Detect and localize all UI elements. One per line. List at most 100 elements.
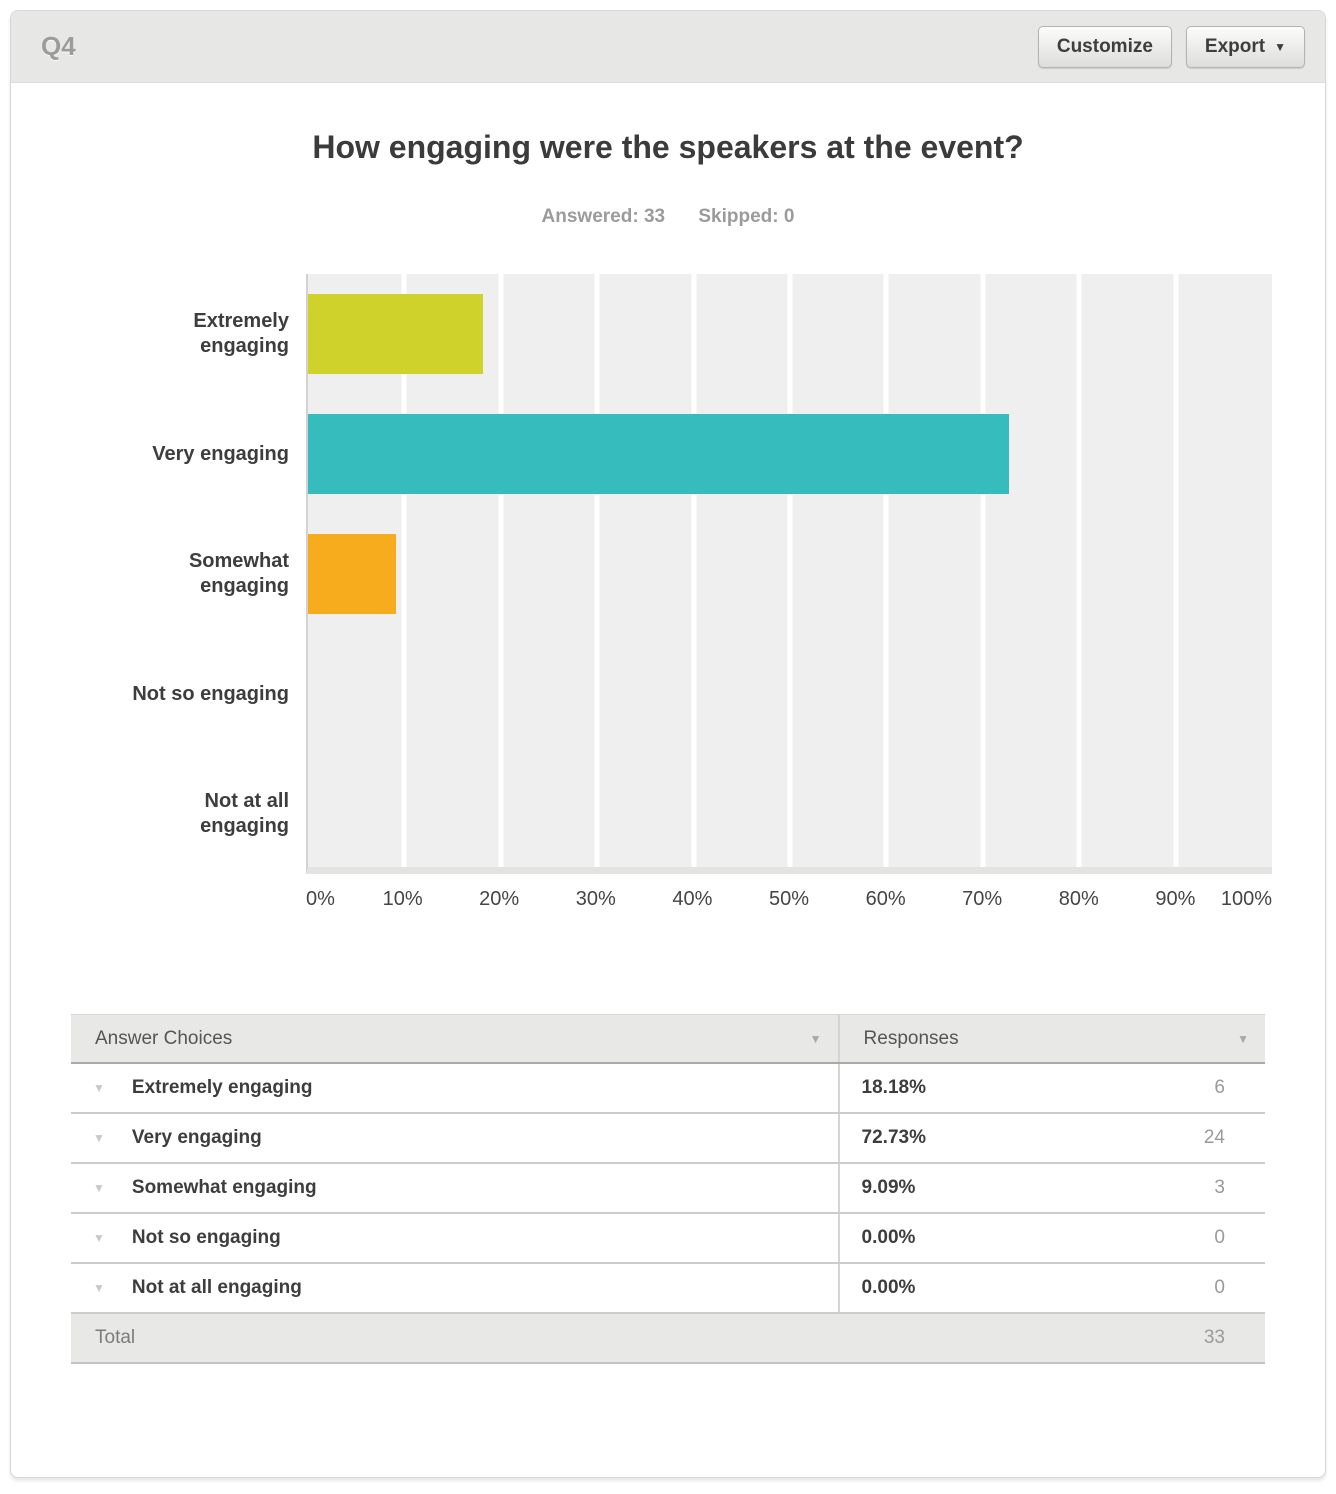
- category-axis: Extremely engaging Very engaging Somewhat …: [11, 274, 306, 874]
- x-axis-tick: 10%: [382, 888, 423, 911]
- response-percent: 18.18%: [861, 1077, 926, 1099]
- axis-spacer: [11, 874, 306, 922]
- skipped-label: Skipped:: [698, 206, 779, 228]
- caret-down-icon: ▼: [1274, 39, 1286, 54]
- x-axis-tick: 20%: [479, 888, 520, 911]
- answered-label: Answered:: [541, 206, 639, 228]
- table-body: ▼ Extremely engaging 18.18% 6 ▼ Very engaging…: [71, 1064, 1265, 1315]
- response-count: 0: [1214, 1227, 1225, 1249]
- gridline: [883, 274, 889, 868]
- answered-value: 33: [643, 206, 666, 228]
- row-expand-icon[interactable]: ▼: [93, 1281, 105, 1296]
- x-axis-tick: 30%: [575, 888, 616, 911]
- row-expand-icon[interactable]: ▼: [93, 1131, 105, 1146]
- answer-choice-cell: ▼ Extremely engaging: [71, 1064, 838, 1112]
- response-count: 6: [1214, 1077, 1225, 1099]
- gridline: [594, 274, 600, 868]
- table-total-row: Total 33: [71, 1314, 1265, 1365]
- header-buttons: Customize Export ▼: [1037, 25, 1305, 68]
- gridline: [498, 274, 504, 868]
- answer-choice-label: Very engaging: [131, 1127, 262, 1149]
- chart-plot-area: [306, 274, 1272, 875]
- x-axis: 0% 10% 20% 30% 40% 50% 60% 70% 80% 90% 100%: [11, 874, 1325, 922]
- chart-body: Extremely engaging Very engaging Somewhat …: [11, 274, 1325, 875]
- responses-cell: 9.09% 3: [837, 1164, 1265, 1213]
- gridline: [787, 274, 793, 868]
- x-axis-tick: 0%: [306, 888, 335, 911]
- answer-choices-header[interactable]: Answer Choices ▼: [71, 1015, 838, 1062]
- x-axis-tick: 100%: [1220, 888, 1272, 911]
- responses-header-label: Responses: [863, 1027, 959, 1049]
- sort-down-icon: ▼: [1237, 1031, 1249, 1046]
- responses-cell: 0.00% 0: [837, 1214, 1265, 1263]
- table-row: ▼ Somewhat engaging 9.09% 3: [71, 1164, 1265, 1215]
- customize-button-label: Customize: [1056, 35, 1153, 57]
- skipped-value: 0: [783, 206, 795, 228]
- results-table: Answer Choices ▼ Responses ▼ ▼ Extremely …: [71, 1014, 1265, 1365]
- x-axis-tick: 90%: [1155, 888, 1196, 911]
- gridline: [1173, 274, 1179, 868]
- responses-cell: 18.18% 6: [837, 1064, 1265, 1113]
- table-row: ▼ Extremely engaging 18.18% 6: [71, 1064, 1265, 1115]
- response-percent: 0.00%: [861, 1277, 916, 1299]
- bar-somewhat-engaging: [308, 534, 396, 615]
- response-count: 24: [1203, 1127, 1225, 1149]
- answer-choice-label: Not at all engaging: [131, 1277, 302, 1299]
- gridline: [401, 274, 407, 868]
- question-number: Q4: [41, 31, 76, 61]
- table-row: ▼ Not so engaging 0.00% 0: [71, 1214, 1265, 1265]
- export-button-label: Export: [1204, 35, 1266, 57]
- total-label: Total: [95, 1327, 136, 1349]
- card-header: Q4 Customize Export ▼: [11, 11, 1325, 83]
- row-expand-icon[interactable]: ▼: [93, 1081, 105, 1096]
- customize-button[interactable]: Customize: [1037, 25, 1172, 68]
- answer-choice-cell: ▼ Somewhat engaging: [71, 1164, 838, 1212]
- table-header-row: Answer Choices ▼ Responses ▼: [71, 1014, 1265, 1065]
- row-expand-icon[interactable]: ▼: [93, 1181, 105, 1196]
- total-cell: 33: [838, 1314, 1265, 1362]
- response-percent: 0.00%: [861, 1227, 916, 1249]
- x-axis-ticks: 0% 10% 20% 30% 40% 50% 60% 70% 80% 90% 100%: [306, 874, 1272, 922]
- answered-stat: Answered: 33: [542, 206, 666, 227]
- gridline: [1076, 274, 1082, 868]
- export-button[interactable]: Export ▼: [1185, 25, 1305, 68]
- category-label: Very engaging: [152, 442, 289, 465]
- answer-choices-header-label: Answer Choices: [95, 1027, 233, 1049]
- table-row: ▼ Not at all engaging 0.00% 0: [71, 1264, 1265, 1315]
- x-axis-tick: 50%: [768, 888, 810, 911]
- response-percent: 9.09%: [861, 1177, 916, 1199]
- response-count: 3: [1214, 1177, 1225, 1199]
- table-row: ▼ Very engaging 72.73% 24: [71, 1114, 1265, 1165]
- sort-down-icon: ▼: [809, 1031, 822, 1046]
- gridline: [980, 274, 986, 868]
- total-count: 33: [1203, 1327, 1225, 1349]
- response-count: 0: [1214, 1277, 1225, 1299]
- bar-very-engaging: [308, 414, 1010, 495]
- page-title: How engaging were the speakers at the ev…: [312, 129, 1024, 165]
- gridline: [691, 274, 697, 868]
- row-expand-icon[interactable]: ▼: [93, 1231, 105, 1246]
- answer-choice-label: Not so engaging: [131, 1227, 281, 1249]
- answer-choice-cell: ▼ Not so engaging: [71, 1214, 838, 1262]
- question-results-card: Q4 Customize Export ▼ How engaging were …: [10, 10, 1326, 1478]
- response-stats: Answered: 33 Skipped: 0: [11, 206, 1325, 228]
- response-percent: 72.73%: [861, 1127, 926, 1149]
- responses-header[interactable]: Responses ▼: [837, 1015, 1265, 1063]
- bar-extremely-engaging: [308, 294, 484, 375]
- x-axis-tick: 80%: [1058, 888, 1099, 911]
- x-axis-tick: 60%: [865, 888, 906, 911]
- skipped-stat: Skipped: 0: [698, 206, 794, 227]
- answer-choice-label: Extremely engaging: [131, 1077, 313, 1099]
- category-label: Not at all engaging: [200, 790, 289, 838]
- x-axis-tick: 70%: [962, 888, 1003, 911]
- answer-choice-label: Somewhat engaging: [131, 1177, 317, 1199]
- bar-chart: Extremely engaging Very engaging Somewhat …: [11, 274, 1325, 922]
- responses-cell: 0.00% 0: [837, 1264, 1265, 1313]
- answer-choice-cell: ▼ Very engaging: [71, 1114, 838, 1162]
- category-label: Not so engaging: [132, 682, 289, 705]
- answer-choice-cell: ▼ Not at all engaging: [71, 1264, 838, 1312]
- responses-cell: 72.73% 24: [837, 1114, 1265, 1163]
- category-label: Extremely engaging: [193, 310, 289, 358]
- x-axis-tick: 40%: [672, 888, 713, 911]
- category-label: Somewhat engaging: [188, 550, 289, 598]
